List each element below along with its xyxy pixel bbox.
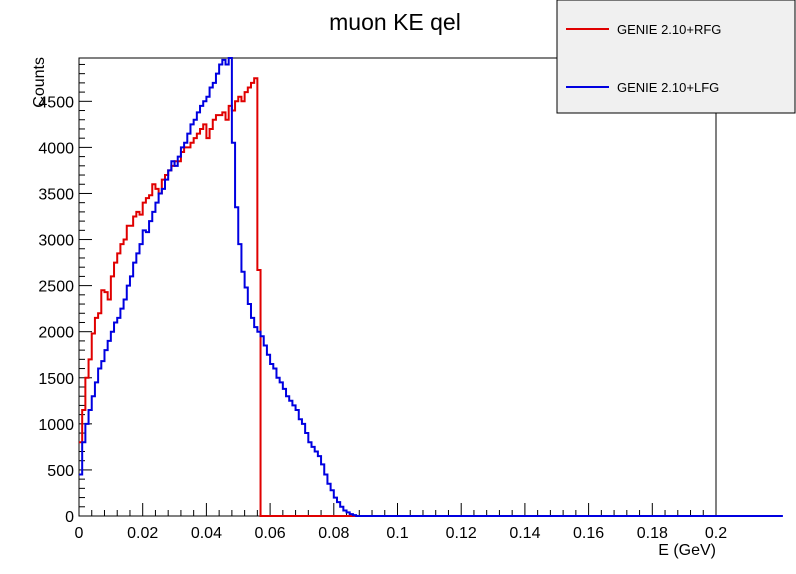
x-tick-label: 0.08 (318, 525, 349, 542)
y-tick-label: 500 (47, 463, 74, 480)
y-tick-label: 4000 (38, 140, 74, 157)
legend-label-lfg: GENIE 2.10+LFG (617, 80, 719, 95)
legend-label-rfg: GENIE 2.10+RFG (617, 22, 721, 37)
x-tick-label: 0.02 (127, 525, 158, 542)
x-tick-label: 0.06 (255, 525, 286, 542)
y-tick-label: 1500 (38, 371, 74, 388)
y-axis: 0 500 1000 1500 2000 2500 3000 3500 4000 4500 (38, 63, 92, 526)
x-tick-label: 0.16 (573, 525, 604, 542)
x-tick-label: 0 (75, 525, 84, 542)
y-tick-label: 4500 (38, 94, 74, 111)
y-tick-label: 3000 (38, 233, 74, 250)
legend-box (556, 0, 796, 114)
plot-frame (78, 57, 717, 517)
y-axis-label: Counts (31, 57, 48, 108)
x-tick-label: 0.18 (637, 525, 668, 542)
y-tick-label: 3500 (38, 186, 74, 203)
x-tick-label: 0.12 (446, 525, 477, 542)
legend: GENIE 2.10+RFG GENIE 2.10+LFG (556, 0, 796, 114)
x-axis: 0 0.02 0.04 0.06 0.08 0.1 0.12 0.14 0.16 0.18 0.2 (75, 503, 727, 542)
series-line-lfg (79, 57, 783, 517)
x-tick-label: 0.14 (509, 525, 540, 542)
y-tick-label: 2500 (38, 279, 74, 296)
x-tick-label: 0.2 (705, 525, 727, 542)
y-tick-label: 1000 (38, 417, 74, 434)
y-tick-label: 2000 (38, 325, 74, 342)
x-axis-label: E (GeV) (658, 542, 716, 559)
x-tick-label: 0.04 (191, 525, 222, 542)
y-tick-label: 0 (65, 509, 74, 526)
series-layer (79, 57, 783, 517)
chart-title: muon KE qel (329, 9, 461, 35)
x-tick-label: 0.1 (386, 525, 408, 542)
